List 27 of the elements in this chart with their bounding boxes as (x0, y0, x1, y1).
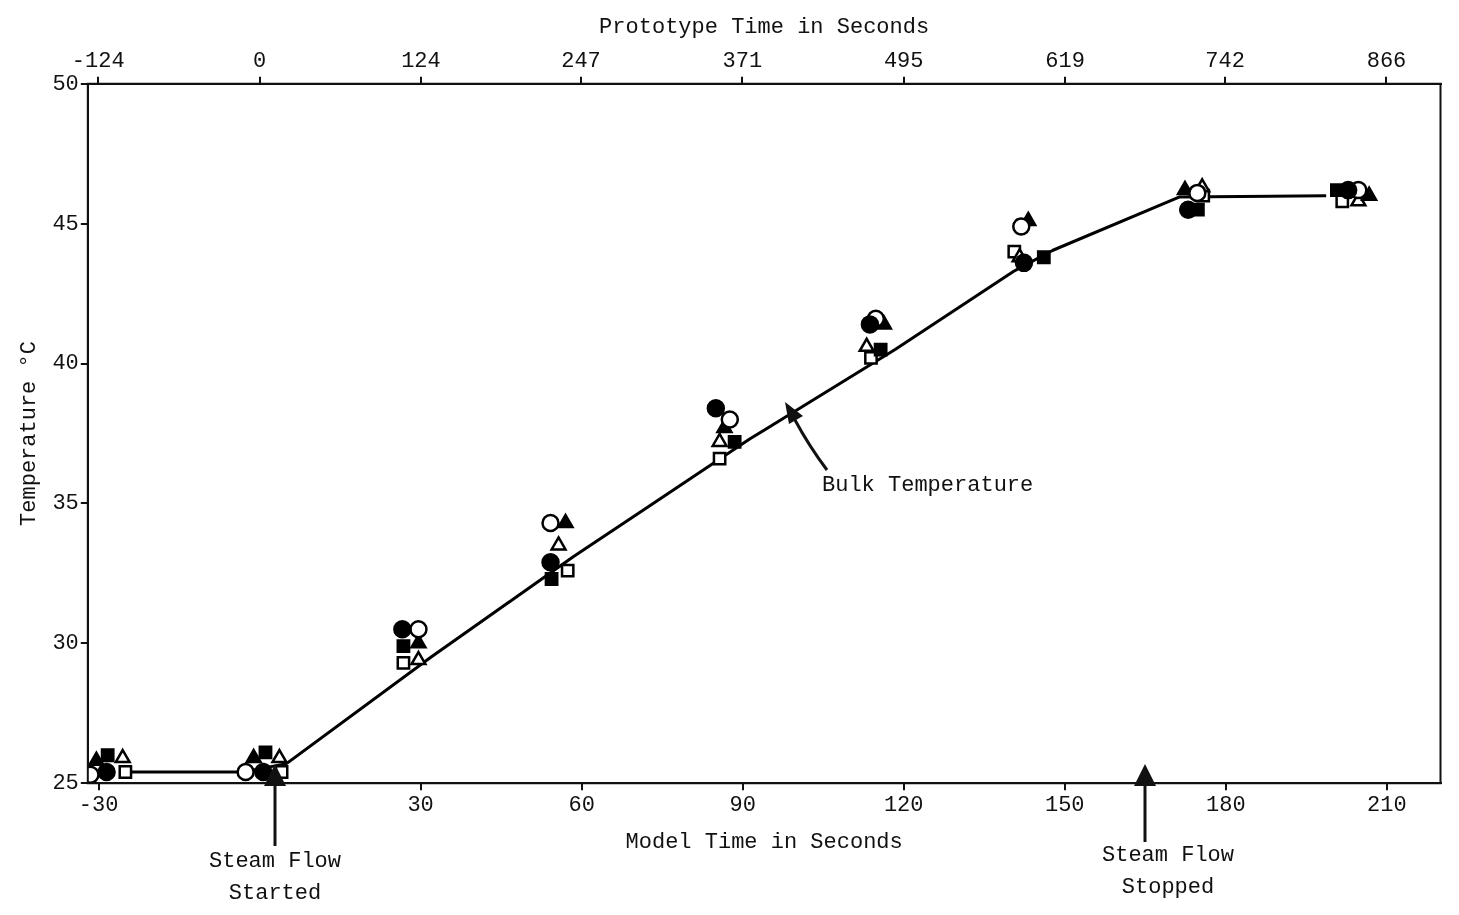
y-tick-label: 35 (52, 491, 79, 517)
x-tick-label: 60 (568, 793, 595, 819)
x2-tick-label: 371 (722, 49, 763, 75)
x2-tick-label: 619 (1045, 49, 1085, 75)
x2-axis-title: Prototype Time in Seconds (599, 15, 930, 41)
x2-tick-label: 866 (1366, 49, 1407, 75)
x-tick-label: 90 (729, 793, 756, 819)
x-tick-label: -30 (78, 793, 119, 819)
y-tick-label: 30 (52, 631, 79, 657)
x2-tick-label: 742 (1205, 49, 1245, 75)
y-tick-label: 25 (52, 771, 79, 797)
text: Steam Flow Stopped (1101, 842, 1235, 902)
x-tick-label: 30 (407, 793, 434, 819)
x2-tick-label: 0 (252, 49, 267, 75)
x2-tick-label: 495 (883, 49, 924, 75)
annotation: Bulk Temperature (822, 472, 1034, 500)
x-axis-title: Model Time in Seconds (625, 829, 903, 855)
y-tick-label: 45 (52, 211, 79, 237)
y-tick-label: 40 (52, 351, 79, 377)
x-tick-label: 150 (1044, 793, 1085, 819)
x2-tick-label: 124 (401, 49, 441, 75)
x2-tick-label: 247 (561, 49, 601, 75)
x-tick-label: 120 (883, 793, 924, 819)
x-tick-label: 180 (1205, 793, 1246, 819)
x-tick-label: 210 (1367, 793, 1407, 819)
y-axis-title: Temperature °C (17, 341, 43, 526)
text: Steam Flow Started (208, 848, 342, 908)
